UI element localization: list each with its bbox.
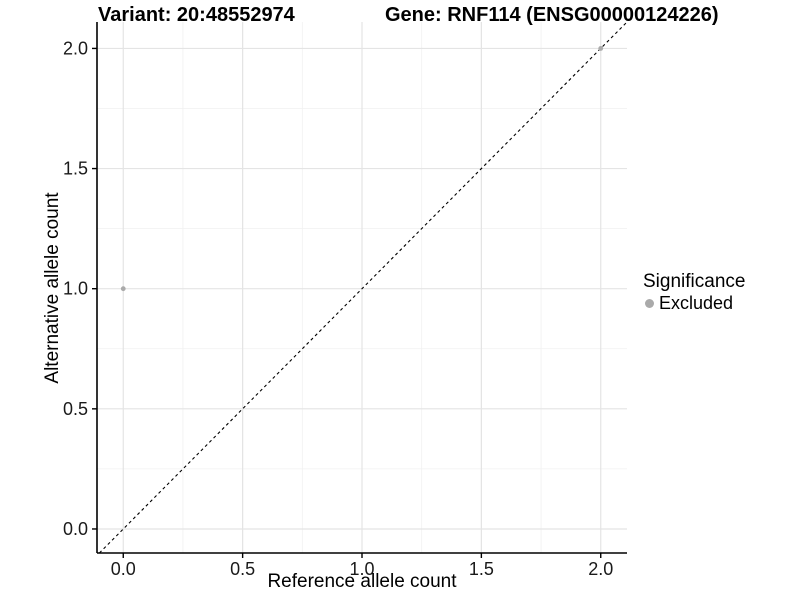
x-axis-title: Reference allele count [267,571,457,592]
x-tick-label: 1.0 [349,559,374,579]
variant-title: Variant: 20:48552974 [98,4,295,26]
y-tick-label: 0.0 [63,519,88,539]
y-tick-label: 2.0 [63,38,88,58]
data-point [598,46,604,51]
x-tick-label: 1.5 [469,559,494,579]
legend-title: Significance [643,271,746,292]
y-axis-title: Alternative allele count [42,192,63,384]
identity-line [98,21,628,554]
x-tick-label: 0.5 [230,559,255,579]
legend: Significance Excluded [643,271,745,314]
y-tick-label: 1.0 [63,279,88,299]
data-point [120,286,126,292]
legend-item-excluded: Excluded [643,293,745,314]
gene-title: Gene: RNF114 (ENSG00000124226) [385,4,719,26]
x-tick-label: 0.0 [111,559,136,579]
y-tick-label: 1.5 [63,159,88,179]
legend-item-label: Excluded [659,292,734,313]
x-tick-label: 2.0 [588,559,613,579]
excluded-point-icon [645,298,654,308]
y-tick-label: 0.5 [63,399,88,419]
